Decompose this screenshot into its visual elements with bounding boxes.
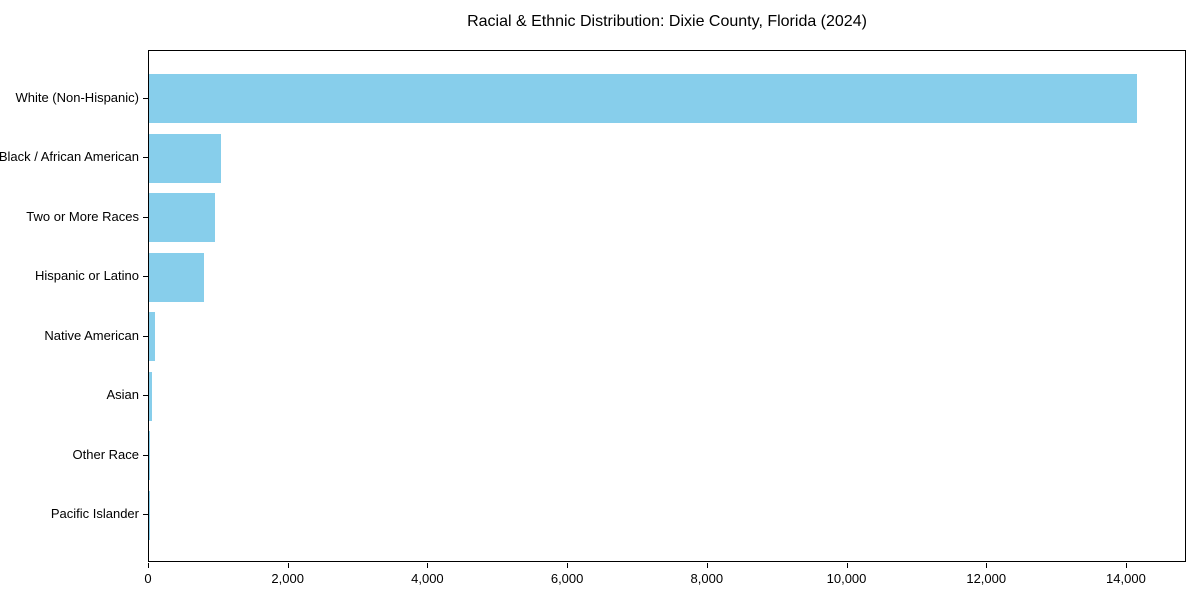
y-axis-label-hispanic-or-latino: Hispanic or Latino — [34, 268, 139, 284]
x-tick-mark — [1125, 563, 1127, 568]
bar-two-or-more-races — [149, 193, 215, 243]
x-tick-label: 10,000 — [826, 571, 867, 586]
x-tick-label: 8,000 — [690, 571, 724, 586]
y-axis-label-two-or-more-races: Two or More Races — [26, 208, 139, 224]
y-tick-mark — [143, 395, 148, 397]
x-tick-mark — [567, 563, 569, 568]
x-tick-label: 12,000 — [966, 571, 1007, 586]
x-tick-mark — [287, 563, 289, 568]
y-tick-mark — [143, 514, 148, 516]
bar-other-race — [149, 431, 150, 481]
x-tick-label: 0 — [144, 571, 152, 586]
x-tick-label: 4,000 — [411, 571, 444, 586]
x-tick-mark — [846, 563, 848, 568]
bar-native-american — [149, 312, 155, 362]
y-tick-mark — [143, 97, 148, 99]
bar-hispanic-or-latino — [149, 252, 204, 302]
y-axis-label-white-non-hispanic: White (Non-Hispanic) — [15, 89, 139, 105]
x-tick-mark — [427, 563, 429, 568]
x-tick-label: 2,000 — [271, 571, 304, 586]
x-tick-mark — [148, 563, 149, 568]
bar-white-non-hispanic — [149, 74, 1138, 124]
x-tick-label: 6,000 — [550, 571, 584, 586]
bar-black-african-american — [149, 133, 221, 183]
y-tick-mark — [143, 216, 148, 218]
y-tick-mark — [143, 276, 148, 278]
chart-title: Racial & Ethnic Distribution: Dixie Coun… — [467, 13, 867, 30]
x-tick-mark — [706, 563, 708, 568]
plot-area — [148, 50, 1186, 562]
y-tick-mark — [143, 335, 148, 337]
y-axis-label-black-african-american: Black / African American — [0, 149, 139, 165]
y-tick-mark — [143, 157, 148, 159]
y-axis-label-asian: Asian — [106, 387, 139, 403]
y-tick-mark — [143, 454, 148, 456]
x-tick-mark — [986, 563, 988, 568]
y-axis-label-native-american: Native American — [44, 327, 139, 343]
x-tick-label: 14,000 — [1106, 571, 1146, 586]
y-axis-label-other-race: Other Race — [72, 446, 139, 462]
y-axis-label-pacific-islander: Pacific Islander — [50, 506, 139, 522]
bar-asian — [149, 371, 152, 421]
